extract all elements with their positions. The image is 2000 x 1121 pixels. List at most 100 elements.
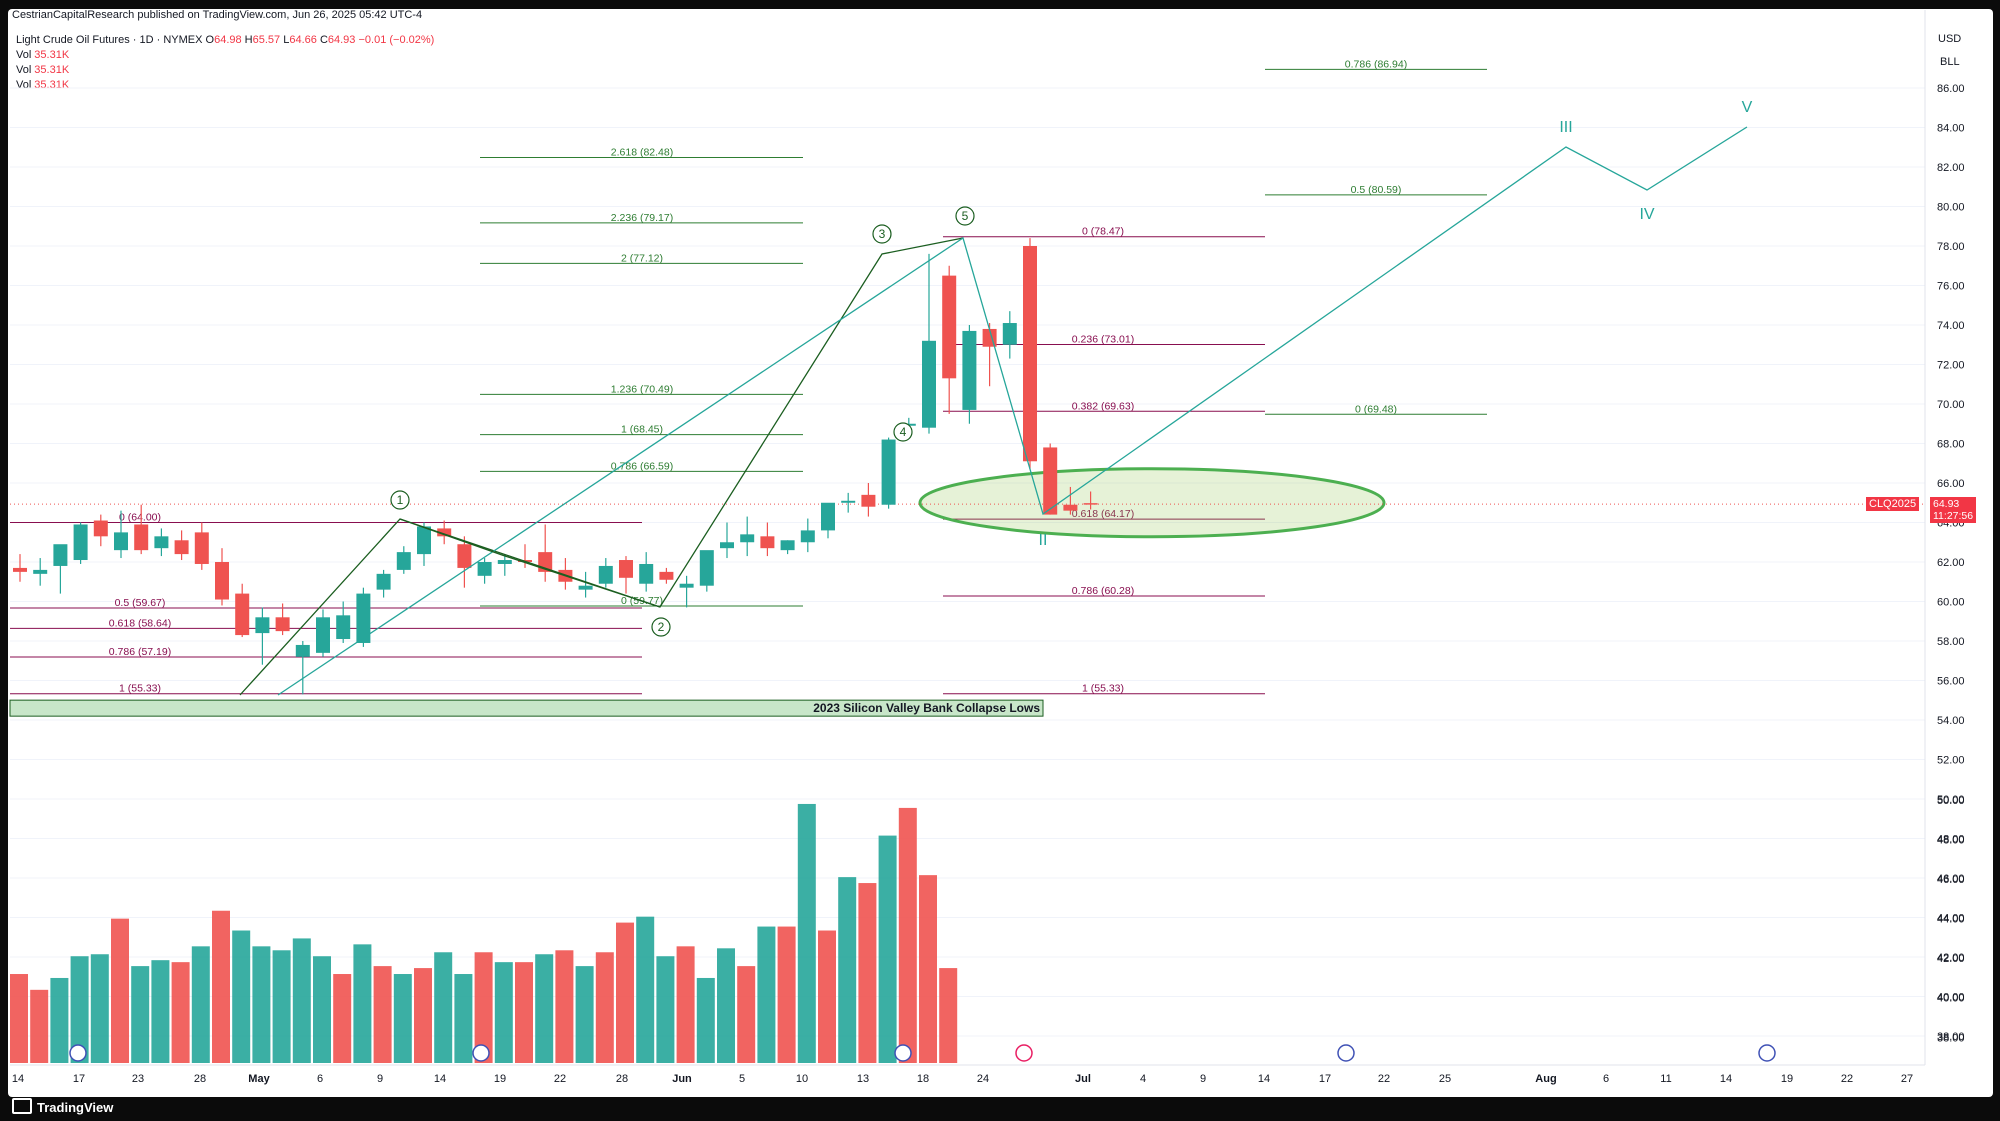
volume-bar (393, 974, 412, 1063)
volume-row-1[interactable]: Vol 35.31K (16, 48, 434, 63)
fib-far-label: 0 (69.48) (1355, 403, 1397, 415)
support-band (9, 699, 1044, 717)
time-tick: 25 (1439, 1073, 1451, 1085)
candle-body (376, 573, 391, 590)
volume-bar (191, 946, 210, 1063)
vol-label: Vol (16, 49, 32, 61)
candle-body (134, 524, 149, 551)
price-tick: 60.00 (1937, 597, 1965, 609)
volume-bar (898, 807, 917, 1063)
price-tick: 76.00 (1937, 281, 1965, 293)
volume-bar (656, 956, 675, 1063)
price-tick: 70.00 (1937, 399, 1965, 411)
volume-bar (171, 962, 190, 1063)
volume-bar (454, 974, 473, 1063)
volume-bar (212, 910, 230, 1063)
unit-label[interactable]: BLL (1940, 56, 1960, 68)
volume-tick: 48.00 (1937, 835, 1965, 847)
legend: Light Crude Oil Futures · 1D · NYMEX O64… (16, 33, 434, 93)
vol-label: Vol (16, 64, 32, 76)
time-tick: 18 (917, 1073, 929, 1085)
candle-body (497, 560, 512, 564)
volume-bar (474, 952, 493, 1063)
candle-body (598, 565, 613, 584)
price-tick: 80.00 (1937, 202, 1965, 214)
ohlc-open: 64.98 (214, 34, 242, 46)
price-tick: 56.00 (1937, 676, 1965, 688)
wave-circle (955, 206, 975, 226)
candle-body (316, 617, 330, 653)
time-tick: 17 (73, 1073, 85, 1085)
volume-bar (818, 930, 836, 1063)
annotations: 0 (64.00) 0.5 (59.67) 0.618 (58.64) 0.786 (… (9, 58, 1925, 717)
candles (13, 238, 1098, 695)
candle-body (1063, 504, 1078, 511)
time-tick: 23 (132, 1073, 144, 1085)
wave-label: 1 (397, 493, 404, 507)
volume-row-2[interactable]: Vol 35.31K (16, 63, 434, 78)
ohlc-close-label: C (319, 34, 328, 46)
candle-body (740, 534, 755, 543)
candle-body (194, 532, 209, 564)
symbol-price-tag: CLQ2025 (1866, 497, 1920, 511)
candle-body (33, 569, 48, 574)
fib-right-label: 0.236 (73.01) (1072, 334, 1134, 346)
fib-right-label: 0.618 (64.17) (1072, 508, 1134, 520)
vol-value: 35.31K (34, 64, 70, 76)
candle-body (114, 532, 128, 551)
candle-body (73, 524, 88, 561)
fib-left-label: 0.786 (57.19) (109, 646, 171, 658)
price-tick: 84.00 (1937, 123, 1965, 135)
volume-bar (555, 950, 574, 1063)
fib-far-label: 0.5 (80.59) (1351, 184, 1402, 196)
candle-body (93, 520, 108, 537)
fib-left-label: 0.5 (59.67) (115, 597, 166, 609)
volume-bar (30, 989, 49, 1063)
volume-bar (575, 966, 594, 1063)
time-tick: 4 (1140, 1073, 1146, 1085)
volume-bar (595, 952, 614, 1063)
volume-bar (515, 962, 533, 1063)
candle-body (275, 617, 290, 632)
candle-body (922, 340, 936, 428)
time-tick: 28 (194, 1073, 206, 1085)
fib-mid-label: 1.236 (70.49) (611, 383, 673, 395)
tradingview-logo[interactable]: TradingView (12, 1098, 113, 1115)
time-tick: 19 (494, 1073, 506, 1085)
volume-bar (414, 968, 432, 1063)
volume-bar (757, 926, 776, 1063)
candle-body (679, 583, 694, 588)
volume-bar (333, 974, 352, 1063)
price-tick: 38.00 (1937, 1031, 1965, 1043)
price-tick: 58.00 (1937, 636, 1965, 648)
time-tick: 27 (1901, 1073, 1913, 1085)
roman-wave-label: II (1039, 532, 1048, 549)
symbol-title[interactable]: Light Crude Oil Futures · 1D · NYMEX (16, 34, 203, 46)
volume-bar (838, 877, 857, 1063)
candle-body (800, 530, 815, 543)
volume-tick: 44.00 (1937, 914, 1965, 926)
time-tick: 14 (1258, 1073, 1270, 1085)
price-tick: 48.00 (1937, 834, 1965, 846)
wave-label: 3 (879, 227, 886, 241)
candle-body (235, 593, 250, 636)
symbol-row[interactable]: Light Crude Oil Futures · 1D · NYMEX O64… (16, 33, 434, 48)
time-tick: 22 (1378, 1073, 1390, 1085)
time-tick: 14 (434, 1073, 446, 1085)
volume-bar (252, 946, 271, 1063)
candle-body (53, 544, 68, 566)
candle-body (659, 571, 674, 580)
ohlc-low: 64.66 (289, 34, 317, 46)
last-price: 64.93 (1933, 498, 1960, 510)
volume-bar (939, 968, 958, 1063)
currency-label[interactable]: USD (1938, 33, 1962, 45)
chart-panel (8, 9, 1993, 1097)
wave-circle (390, 490, 410, 510)
tradingview-logo-icon (12, 1098, 32, 1114)
candle-body (881, 439, 896, 505)
event-marker-icon (1337, 1044, 1355, 1062)
candle-body (962, 330, 977, 410)
tradingview-logo-text: TradingView (37, 1100, 114, 1115)
volume-bar (313, 956, 331, 1063)
